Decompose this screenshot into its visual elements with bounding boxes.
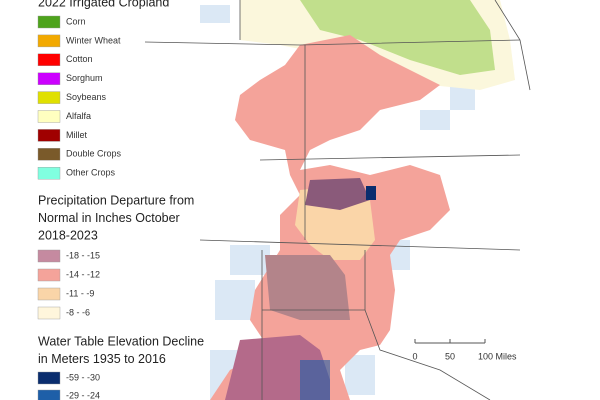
legend-label: Corn <box>66 16 86 26</box>
legend-label: -18 - -15 <box>66 250 100 260</box>
legend-swatch <box>37 72 61 85</box>
legend-swatch <box>37 110 61 123</box>
legend-label: -8 - -6 <box>66 307 90 317</box>
legend: 2022 Irrigated Cropland Corn Winter Wheat… <box>37 0 204 400</box>
legend-swatch <box>37 166 61 180</box>
legend-label: -59 - -30 <box>66 372 100 382</box>
legend-swatch <box>37 148 61 161</box>
legend-swatch <box>37 129 61 142</box>
legend-label: Sorghum <box>66 73 103 83</box>
legend-label: -11 - -9 <box>66 288 94 298</box>
legend-label: Cotton <box>66 54 93 64</box>
legend-swatch <box>37 91 61 104</box>
legend-title: 2018-2023 <box>38 228 98 242</box>
legend-label: Soybeans <box>66 92 107 102</box>
legend-swatch <box>37 34 61 48</box>
legend-title: Precipitation Departure from <box>38 193 194 207</box>
legend-swatch <box>37 389 61 400</box>
legend-title: Water Table Elevation Decline <box>38 334 204 348</box>
legend-label: Other Crops <box>66 168 116 178</box>
corn-area <box>300 0 495 75</box>
legend-label: Millet <box>66 130 88 140</box>
borders <box>144 0 531 400</box>
legend-label: Double Crops <box>66 149 122 159</box>
legend-label: Alfalfa <box>66 111 91 121</box>
legend-swatch <box>37 249 61 263</box>
scale-line <box>414 339 486 344</box>
region <box>265 255 350 320</box>
region <box>305 178 370 210</box>
legend-swatch <box>37 15 61 29</box>
legend-swatch <box>37 306 61 320</box>
legend-label: -14 - -12 <box>66 269 100 279</box>
legend-swatch <box>37 287 61 301</box>
decline <box>300 360 330 400</box>
decline <box>366 186 376 200</box>
legend-title: Normal in Inches October <box>38 211 180 225</box>
legend-label: -29 - -24 <box>66 390 100 400</box>
map-area <box>144 0 531 400</box>
legend-title: in Meters 1935 to 2016 <box>38 352 166 366</box>
scale-label: 100 Miles <box>478 351 517 361</box>
legend-title: 2022 Irrigated Cropland <box>38 0 169 9</box>
scale-label: 0 <box>412 351 417 361</box>
legend-swatch <box>37 268 61 282</box>
scale-label: 50 <box>445 351 455 361</box>
legend-swatch <box>37 371 61 385</box>
scale-bar: 0 50 100 Miles <box>412 339 517 361</box>
legend-label: Winter Wheat <box>66 35 121 45</box>
legend-swatch <box>37 53 61 66</box>
